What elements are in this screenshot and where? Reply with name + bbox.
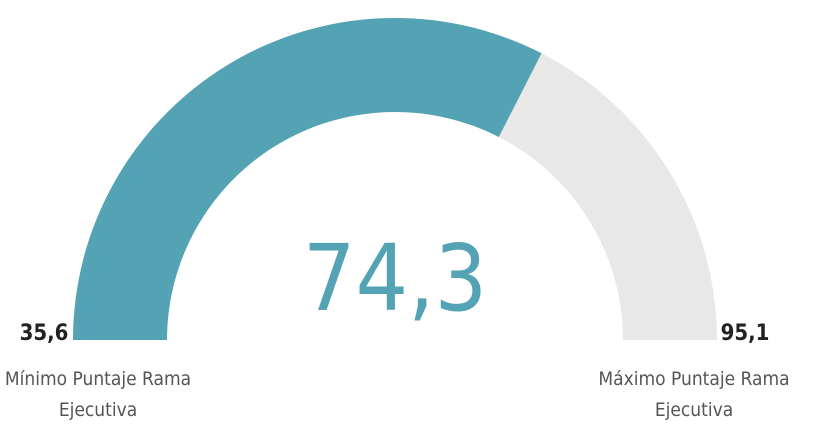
- gauge-value-arc: [73, 18, 542, 341]
- max-title: Máximo Puntaje Rama Ejecutiva: [598, 368, 790, 421]
- min-title: Mínimo Puntaje Rama Ejecutiva: [4, 368, 192, 421]
- gauge-limit-label: 35,6: [20, 321, 69, 346]
- gauge-value-label: 74,3: [303, 225, 487, 332]
- gauge-limit-label: 95,1: [721, 321, 770, 346]
